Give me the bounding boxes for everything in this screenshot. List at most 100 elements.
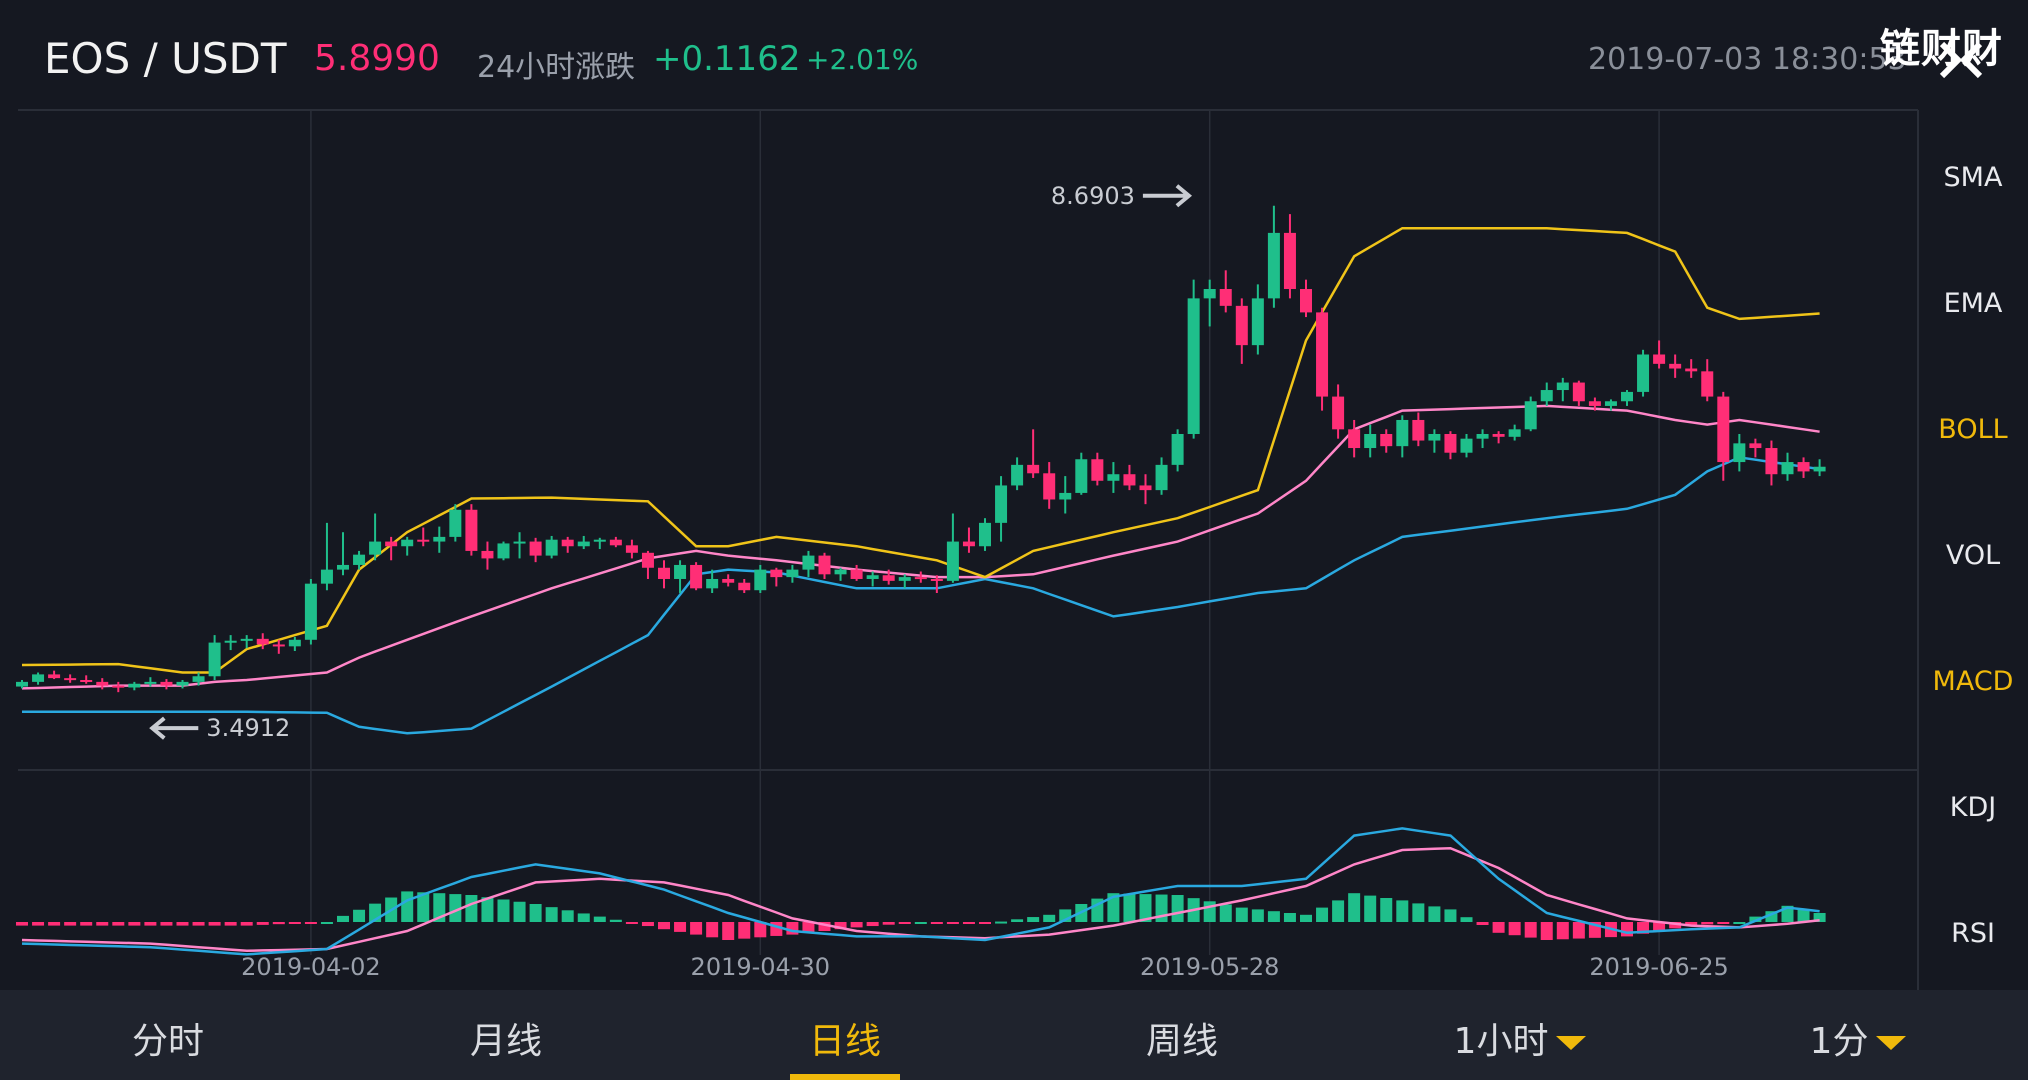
macd-bar (1653, 922, 1666, 931)
tab-timeframe-3[interactable]: 周线 (1146, 1012, 1218, 1064)
trading-pair[interactable]: EOS / USDT (44, 34, 287, 83)
candle (465, 504, 478, 556)
candle-body (1540, 390, 1553, 402)
candle (1187, 279, 1200, 439)
candle (1107, 462, 1120, 493)
candle-body (48, 674, 61, 679)
candle-body (577, 541, 590, 547)
candle-body (1813, 466, 1826, 472)
candle (802, 550, 815, 578)
candle-body (641, 552, 654, 568)
candle (722, 574, 735, 587)
indicator-panel: SMA EMA BOLL VOL MACD KDJ RSI (1918, 110, 2028, 990)
macd-bar (1685, 922, 1698, 926)
candle (786, 564, 799, 583)
tab-timeframe-4[interactable]: 1小时 (1454, 1012, 1587, 1064)
macd-bar (64, 922, 77, 926)
active-tab-underline (790, 1074, 900, 1080)
candle-body (369, 541, 382, 555)
candle (48, 670, 61, 680)
tab-label: 月线 (469, 1021, 542, 1062)
macd-bar (979, 922, 991, 924)
candle-body (1556, 382, 1569, 391)
candle (256, 633, 269, 650)
candle-body (625, 545, 638, 553)
macd-bar (1396, 900, 1409, 922)
tab-label: 1分 (1809, 1021, 1869, 1062)
indicator-rsi[interactable]: RSI (1951, 918, 1995, 949)
candle-body (866, 575, 879, 579)
macd-bar (706, 922, 719, 938)
macd-bar (304, 922, 317, 924)
indicator-sma[interactable]: SMA (1943, 162, 2003, 193)
macd-bar (882, 922, 895, 925)
macd-bar (754, 922, 767, 938)
macd-bar (690, 922, 703, 935)
candle-body (1396, 419, 1409, 447)
candle (1075, 452, 1088, 495)
candle-body (1444, 434, 1457, 453)
candle-body (593, 539, 606, 542)
candle-body (658, 567, 670, 579)
close-icon[interactable] (1936, 40, 1986, 80)
indicator-macd[interactable]: MACD (1932, 666, 2014, 697)
macd-bar (962, 922, 975, 924)
candle (144, 677, 157, 687)
tab-timeframe-0[interactable]: 分时 (132, 1012, 204, 1064)
candle-body (465, 509, 478, 551)
candle (738, 578, 751, 594)
indicator-ema[interactable]: EMA (1943, 288, 2003, 319)
macd-bar (1043, 914, 1056, 922)
macd-bar (1492, 922, 1505, 933)
candle (1572, 380, 1585, 406)
candle (1717, 391, 1730, 481)
macd-bar (1332, 900, 1345, 922)
macd-bar (1107, 893, 1120, 922)
candle (1364, 424, 1377, 458)
macd-bar (1027, 917, 1040, 922)
candle (288, 636, 301, 652)
candle-body (529, 541, 542, 556)
macd-bar (16, 922, 28, 926)
macd-bar (1508, 922, 1521, 936)
candlestick-chart[interactable]: 8.6903 3.4912 2019-04-02 2019-04-30 2019-05… (0, 0, 2028, 990)
candle-body (1476, 434, 1489, 439)
candle (898, 574, 911, 589)
indicator-kdj[interactable]: KDJ (1949, 792, 1997, 823)
macd-bar (722, 922, 735, 940)
macd-bar (513, 901, 526, 922)
candle-body (1653, 354, 1666, 364)
candle (1155, 457, 1168, 495)
candle (946, 513, 959, 583)
tab-timeframe-2[interactable]: 日线 (809, 1012, 881, 1064)
macd-bar (1139, 894, 1152, 922)
indicator-vol[interactable]: VOL (1945, 540, 2001, 571)
candle-body (1492, 434, 1505, 437)
tab-timeframe-5[interactable]: 1分 (1810, 1012, 1907, 1064)
macd-bar (176, 922, 189, 926)
macd-bar (658, 922, 670, 930)
macd-bar (930, 922, 943, 924)
candle-body (786, 569, 799, 578)
indicator-boll[interactable]: BOLL (1938, 414, 2008, 445)
candle-body (513, 541, 526, 544)
tab-timeframe-1[interactable]: 月线 (470, 1012, 542, 1064)
arrow-right-icon (1142, 184, 1193, 208)
candle (1139, 474, 1152, 505)
candle (1653, 340, 1666, 369)
candle-body (770, 569, 783, 578)
candle-body (433, 536, 446, 542)
macd-bar (738, 922, 751, 939)
candle (979, 518, 991, 551)
candle (1524, 396, 1537, 432)
change-absolute: +0.1162 (653, 39, 801, 79)
candle-body (818, 555, 831, 575)
tab-label: 日线 (808, 1021, 881, 1062)
macd-panel (16, 827, 1826, 956)
macd-bar (545, 907, 558, 922)
candle (1171, 429, 1184, 472)
candle-body (1765, 448, 1778, 475)
arrow-left-icon (149, 716, 199, 740)
macd-bar (1717, 922, 1730, 924)
macd-bar (1267, 911, 1280, 922)
